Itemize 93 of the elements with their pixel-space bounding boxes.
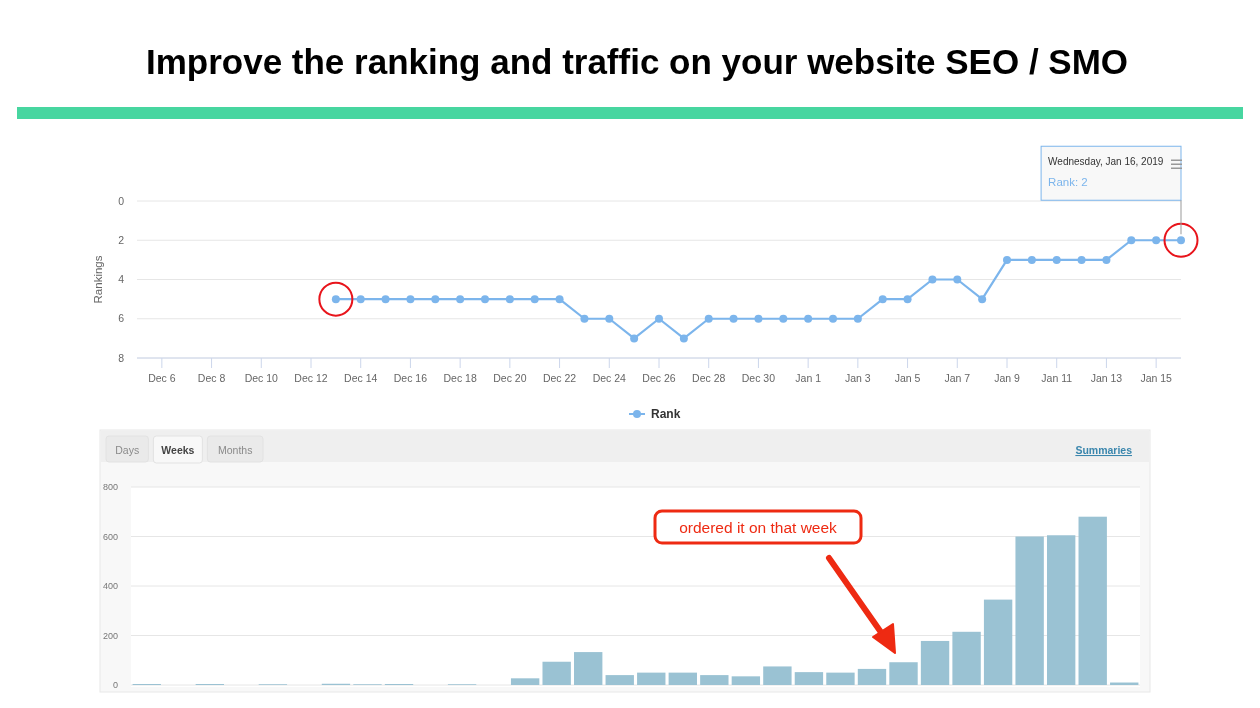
bar (637, 672, 666, 685)
bar (1078, 516, 1107, 685)
bar (857, 668, 887, 685)
bar (1015, 536, 1044, 685)
point (505, 295, 514, 304)
point (605, 314, 614, 323)
point (704, 314, 713, 323)
bar (920, 640, 950, 685)
point (1102, 255, 1111, 264)
bar (731, 676, 761, 685)
point (431, 295, 440, 304)
x-tick-label: Jan 13 (1090, 372, 1123, 384)
point (530, 295, 539, 304)
bar (668, 672, 697, 685)
point (1003, 255, 1011, 264)
y-tick-label: 0 (118, 194, 125, 207)
x-tick-label: Dec 22 (542, 372, 577, 384)
text: Wednesday, Jan 16, 2019 (1048, 156, 1164, 168)
y-axis-title: Rankings (92, 255, 104, 304)
x-tick-label: Dec 28 (692, 372, 726, 384)
y-tick-label: 400 (102, 581, 118, 592)
y-tick-label: 8 (118, 351, 125, 364)
point (580, 314, 589, 323)
point (729, 314, 738, 323)
y-tick-label: 2 (118, 233, 125, 246)
point (406, 295, 415, 304)
point (555, 295, 564, 304)
point (1127, 236, 1136, 245)
chart-title: Improve the ranking and traffic on your website SEO / SMO (145, 42, 1129, 81)
x-tick-label: Jan 3 (845, 372, 871, 384)
x-tick-label: Dec 24 (592, 372, 627, 384)
bar (794, 672, 824, 685)
x-tick-label: Dec 30 (741, 372, 776, 384)
y-tick-label: 600 (102, 531, 118, 542)
point (804, 314, 813, 323)
text: Weeks (161, 444, 195, 456)
point (754, 314, 763, 323)
point (829, 314, 837, 323)
text: Summaries (1075, 444, 1133, 456)
point (381, 295, 390, 304)
x-tick-label: Dec 10 (244, 372, 279, 384)
point (356, 295, 365, 304)
bar (542, 661, 571, 685)
legend-label: Rank (651, 407, 681, 421)
y-tick-label: 800 (102, 482, 118, 493)
point (630, 334, 639, 343)
x-tick-label: Dec 6 (148, 372, 176, 384)
x-tick-label: Dec 18 (443, 372, 477, 384)
bar (700, 675, 729, 685)
point (456, 295, 465, 304)
text: Months (217, 444, 253, 456)
y-tick-label: 6 (118, 312, 125, 325)
point (679, 334, 688, 343)
x-tick-label: Jan 9 (994, 372, 1020, 384)
point (978, 295, 987, 304)
y-tick-label: 4 (118, 273, 125, 286)
point (1027, 255, 1036, 264)
y-tick-label: 0 (112, 680, 118, 691)
x-tick-label: Dec 26 (642, 372, 676, 384)
point (1077, 255, 1086, 264)
point (1152, 236, 1161, 245)
bar (952, 631, 981, 685)
point (903, 295, 912, 304)
x-tick-label: Dec 16 (393, 372, 428, 384)
x-tick-label: Jan 7 (944, 372, 971, 384)
point (853, 314, 862, 323)
bar (605, 675, 634, 685)
point (1052, 255, 1061, 264)
bar (763, 666, 792, 685)
bar (826, 672, 855, 685)
point (928, 275, 937, 284)
bar (1046, 535, 1076, 685)
point (481, 295, 489, 304)
x-tick-label: Dec 12 (294, 372, 328, 384)
bar (983, 599, 1013, 685)
bar (574, 652, 603, 685)
y-tick-label: 200 (102, 630, 118, 641)
bar (889, 662, 918, 685)
point (878, 295, 887, 304)
x-tick-label: Jan 1 (795, 372, 822, 384)
text: Rank: 2 (1048, 176, 1088, 189)
x-tick-label: Dec 14 (344, 372, 378, 384)
bar (510, 678, 540, 685)
point (655, 314, 663, 323)
x-tick-label: Dec 8 (197, 372, 226, 384)
x-tick-label: Jan 5 (894, 372, 921, 384)
x-tick-label: Dec 20 (493, 372, 527, 384)
x-tick-label: Jan 11 (1041, 372, 1073, 384)
text: Days (115, 444, 140, 456)
point (779, 314, 788, 323)
annotation: ordered it on that week (679, 519, 838, 536)
x-tick-label: Jan 15 (1140, 372, 1173, 384)
point (953, 275, 962, 284)
